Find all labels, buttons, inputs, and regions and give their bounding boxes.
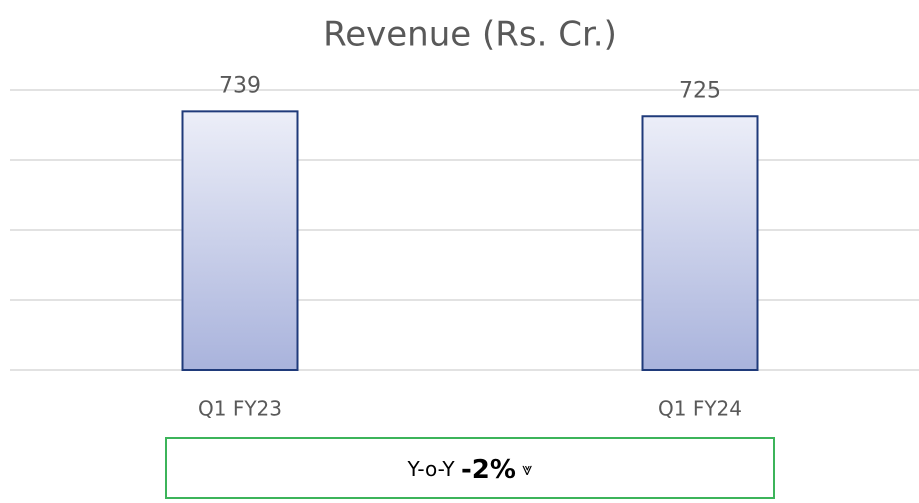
x-tick-label: Q1 FY24: [658, 397, 742, 421]
annotation-box: [165, 437, 775, 499]
bar: [641, 115, 759, 371]
bar: [181, 110, 299, 371]
annotation-change: -2%: [461, 455, 516, 485]
annotation: Y-o-Y -2% ⩔: [407, 455, 533, 485]
annotation-label: Y-o-Y: [407, 457, 456, 481]
data-label: 725: [679, 78, 721, 103]
annotation-symbol: ⩔: [522, 459, 532, 480]
chart-title: Revenue (Rs. Cr.): [323, 15, 617, 55]
x-tick-label: Q1 FY23: [198, 397, 282, 421]
data-label: 739: [219, 73, 261, 98]
